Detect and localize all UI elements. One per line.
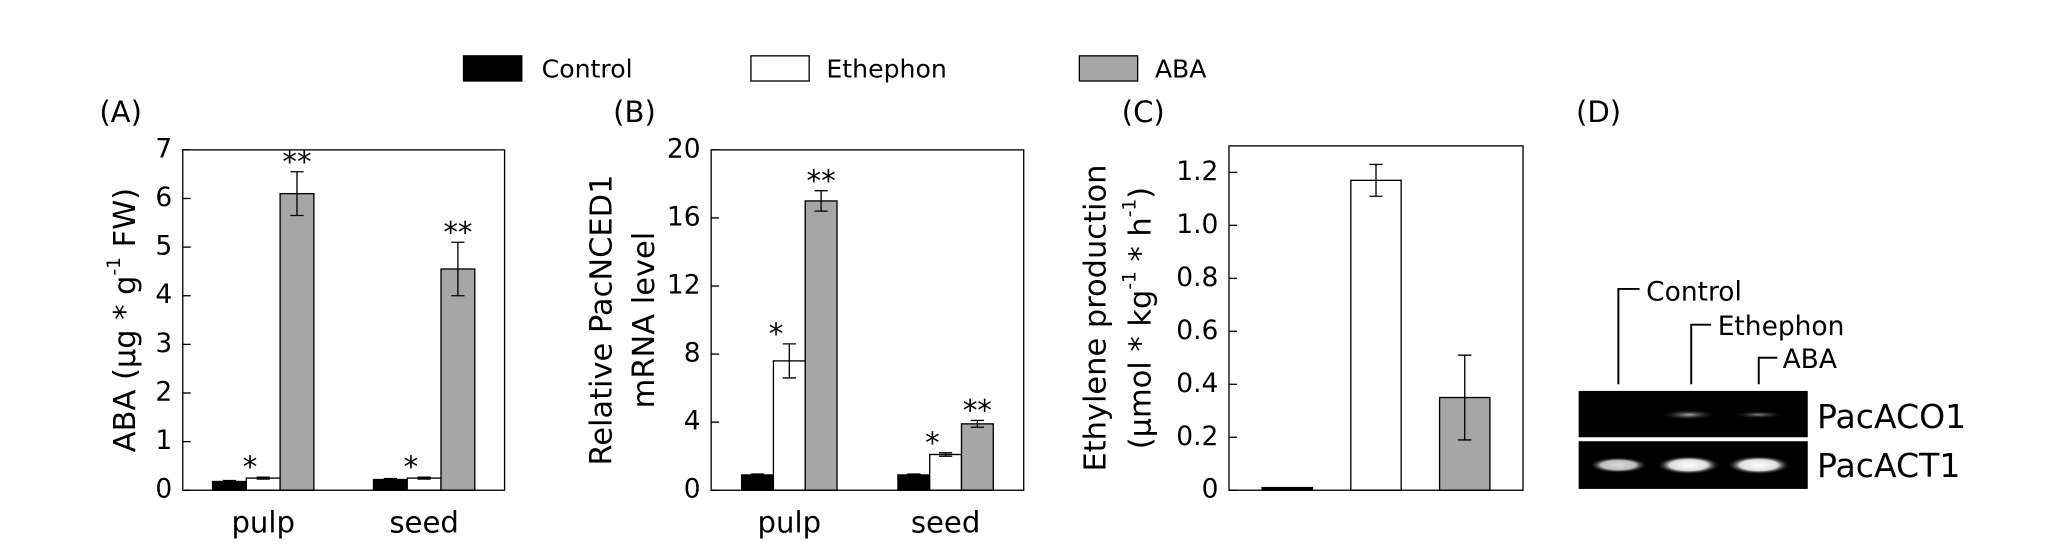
y-tick-label: 0.6 — [1176, 315, 1218, 346]
error-bar — [970, 419, 984, 428]
lane-bracket — [1617, 287, 1640, 385]
bar — [804, 200, 838, 491]
legend-swatch — [462, 55, 523, 82]
lane-label: ABA — [1783, 344, 1837, 375]
bar — [1350, 179, 1402, 491]
bar — [897, 474, 931, 491]
label-part: Ethylene production — [1078, 165, 1113, 472]
y-tick-label: 16 — [667, 201, 701, 232]
bar — [440, 268, 476, 491]
y-axis-label: ABA (μg * g-1 FW) — [103, 188, 142, 452]
legend-label: Control — [542, 54, 633, 83]
y-axis-label: (μmol * kg-1 * h-1) — [1119, 187, 1158, 449]
y-tick-label: 7 — [155, 133, 172, 164]
error-bar — [907, 473, 921, 477]
y-tick-label: 0.8 — [1176, 262, 1218, 293]
y-tick-label: 0 — [155, 474, 172, 505]
x-tick-label: seed — [389, 506, 458, 540]
legend-swatch — [750, 55, 810, 82]
error-bar — [290, 171, 304, 217]
significance-label: ** — [807, 164, 836, 198]
y-tick-label: 20 — [667, 133, 701, 164]
x-tick-label: pulp — [758, 506, 822, 540]
lane-label: Control — [1646, 276, 1742, 307]
plot-frame — [182, 149, 506, 491]
error-bar — [938, 452, 953, 457]
panel-label: (D) — [1576, 95, 1621, 129]
bar — [772, 360, 806, 491]
bar — [960, 423, 994, 491]
legend-label: ABA — [1155, 54, 1207, 83]
significance-label: * — [243, 450, 258, 484]
error-bar — [256, 476, 270, 480]
panel-label: (A) — [99, 95, 142, 129]
panel-label: (B) — [613, 95, 656, 129]
gel-band — [1659, 409, 1718, 421]
label-part: ) — [1123, 187, 1158, 199]
bar — [929, 453, 963, 491]
plot-frame — [710, 149, 1025, 491]
bar — [740, 474, 775, 491]
error-bar — [222, 479, 237, 484]
legend-swatch — [1078, 55, 1139, 82]
y-tick-label: 4 — [684, 406, 701, 437]
label-part: (μmol * kg — [1123, 290, 1158, 450]
y-tick-label: 1.0 — [1176, 209, 1218, 240]
gene-label: PacACT1 — [1817, 446, 1960, 485]
error-bar — [1369, 163, 1383, 197]
y-axis-label: mRNA level — [626, 232, 661, 409]
y-tick-label: 1 — [155, 425, 172, 456]
x-tick-label: pulp — [231, 506, 295, 540]
error-bar — [750, 473, 765, 477]
lane-bracket — [1757, 356, 1778, 385]
legend-label: Ethephon — [826, 54, 946, 83]
gel-band — [1589, 457, 1648, 474]
y-tick-label: 1.2 — [1176, 156, 1218, 187]
y-tick-label: 5 — [155, 231, 172, 262]
y-tick-label: 0 — [684, 474, 701, 505]
y-tick-label: 2 — [155, 376, 172, 407]
label-part: ABA (μg * g — [107, 276, 142, 453]
y-axis-label: Relative PacNCED1 — [584, 175, 619, 466]
gel-panel: (D) Control Ethephon ABA PacACO1 PacACT1 — [1576, 95, 1966, 489]
bar — [279, 192, 315, 491]
superscript: -1 — [1119, 271, 1140, 289]
significance-label: ** — [443, 215, 472, 249]
y-tick-label: 0 — [1202, 474, 1219, 505]
y-axis-label: Ethylene production — [1078, 165, 1113, 472]
y-tick-label: 4 — [155, 279, 172, 310]
error-bar — [417, 476, 431, 480]
gene-label: PacACO1 — [1817, 397, 1966, 436]
gel-band — [1726, 455, 1791, 475]
y-tick-label: 3 — [155, 328, 172, 359]
gel-band — [1732, 410, 1786, 419]
y-tick-label: 8 — [684, 338, 701, 369]
gel-band — [1656, 455, 1721, 475]
error-bar — [383, 477, 397, 482]
x-tick-label: seed — [911, 506, 981, 540]
plot-frame — [1228, 145, 1524, 491]
superscript: -1 — [103, 257, 124, 275]
significance-label: * — [404, 450, 419, 484]
significance-label: ** — [963, 394, 992, 428]
error-bar — [451, 241, 465, 297]
lane-label: Ethephon — [1718, 311, 1845, 342]
y-tick-label: 12 — [667, 270, 701, 301]
error-bar — [814, 190, 828, 212]
error-bar — [1458, 354, 1472, 441]
label-part: mRNA level — [626, 232, 661, 409]
significance-label: * — [925, 426, 940, 460]
label-part: * h — [1123, 217, 1158, 271]
error-bar — [782, 343, 796, 379]
y-tick-label: 6 — [155, 182, 172, 213]
label-part: Relative PacNCED1 — [584, 175, 619, 466]
panel-label: (C) — [1122, 95, 1165, 129]
lane-bracket — [1690, 323, 1712, 385]
significance-label: * — [769, 317, 784, 351]
y-tick-label: 0.4 — [1176, 368, 1218, 399]
label-part: FW) — [107, 188, 142, 257]
superscript: -1 — [1119, 199, 1140, 217]
y-tick-label: 0.2 — [1176, 421, 1218, 452]
